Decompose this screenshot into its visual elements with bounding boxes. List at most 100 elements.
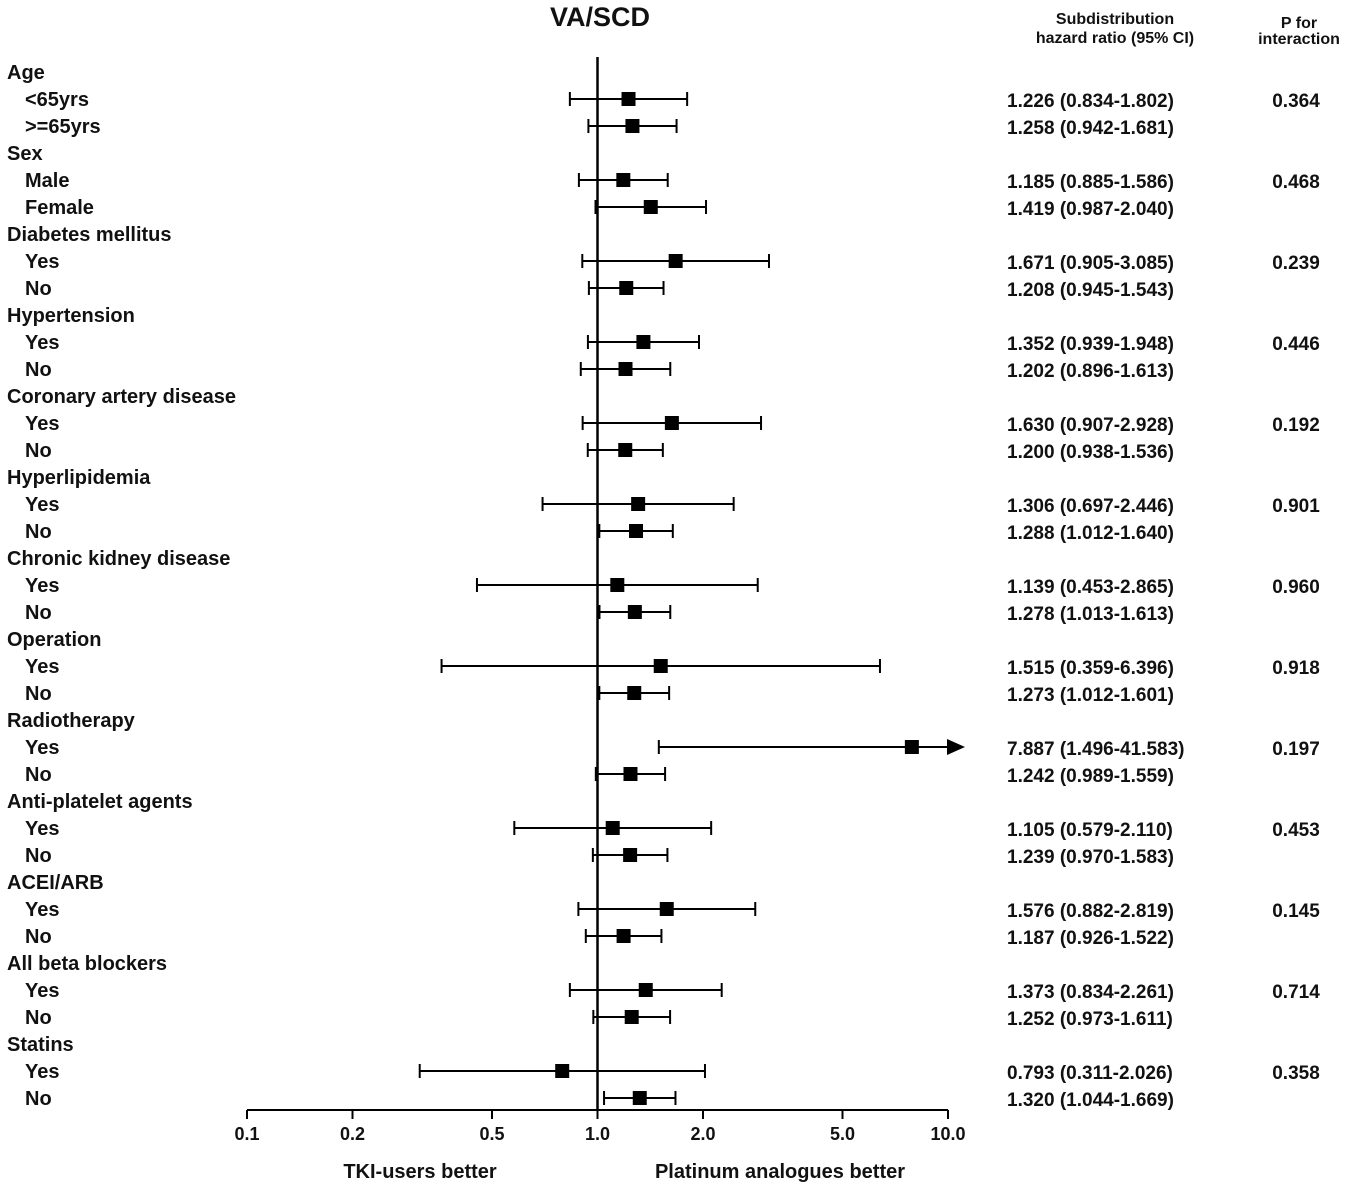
hr-ci-text: 1.515 (0.359-6.396) (1007, 658, 1174, 679)
point-estimate (627, 686, 642, 700)
x-tick-label: 10.0 (930, 1124, 965, 1144)
subgroup-label: Yes (25, 413, 59, 435)
x-tick-label: 5.0 (830, 1124, 855, 1144)
subgroup-label: Male (25, 170, 69, 192)
group-label: Radiotherapy (7, 710, 136, 732)
x-tick-label: 0.2 (340, 1124, 365, 1144)
subgroup-label: No (25, 1007, 52, 1029)
point-estimate (632, 1091, 647, 1105)
p-interaction-value: 0.197 (1272, 739, 1320, 760)
point-estimate (653, 659, 668, 673)
point-estimate (621, 92, 636, 106)
subgroup-label: No (25, 845, 52, 867)
hr-ci-text: 1.208 (0.945-1.543) (1007, 280, 1174, 301)
subgroup-label: <65yrs (25, 89, 89, 111)
hr-ci-text: 1.226 (0.834-1.802) (1007, 91, 1174, 112)
p-interaction-value: 0.145 (1272, 901, 1320, 922)
point-estimate (555, 1064, 570, 1078)
group-label: Hypertension (7, 305, 135, 327)
p-header-line1: P for (1280, 15, 1318, 32)
subgroup-label: Yes (25, 818, 59, 840)
subgroup-label: Yes (25, 1061, 59, 1083)
x-tick-label: 0.1 (234, 1124, 259, 1144)
subgroup-label: No (25, 602, 52, 624)
hr-ci-text: 1.419 (0.987-2.040) (1007, 199, 1174, 220)
group-label: Operation (7, 629, 101, 651)
p-interaction-value: 0.192 (1272, 415, 1320, 436)
hr-ci-text: 1.200 (0.938-1.536) (1007, 442, 1174, 463)
point-estimate (904, 740, 919, 754)
point-estimate (636, 335, 651, 349)
p-interaction-value: 0.446 (1272, 334, 1320, 355)
point-estimate (664, 416, 679, 430)
hr-ci-text: 1.352 (0.939-1.948) (1007, 334, 1174, 355)
p-interaction-value: 0.918 (1272, 658, 1320, 679)
subgroup-label: Yes (25, 980, 59, 1002)
p-interaction-value: 0.358 (1272, 1063, 1320, 1084)
hr-header-line1: Subdistribution (1055, 11, 1175, 28)
point-estimate (616, 929, 631, 943)
group-label: Coronary artery disease (7, 386, 236, 408)
point-estimate (643, 200, 658, 214)
x-tick-label: 2.0 (690, 1124, 715, 1144)
subgroup-label: No (25, 440, 52, 462)
subgroup-label: Yes (25, 332, 59, 354)
group-label: Anti-platelet agents (7, 791, 193, 813)
subgroup-label: Yes (25, 575, 59, 597)
point-estimate (605, 821, 620, 835)
p-interaction-value: 0.960 (1272, 577, 1320, 598)
subgroup-label: Yes (25, 656, 59, 678)
subgroup-label: No (25, 683, 52, 705)
p-interaction-value: 0.453 (1272, 820, 1320, 841)
subgroup-label: No (25, 1088, 52, 1110)
group-label: All beta blockers (7, 953, 167, 975)
subgroup-label: Yes (25, 251, 59, 273)
hr-ci-text: 1.320 (1.044-1.669) (1007, 1090, 1174, 1111)
p-interaction-value: 0.364 (1272, 91, 1320, 112)
point-estimate (629, 524, 644, 538)
hr-ci-text: 1.105 (0.579-2.110) (1007, 820, 1173, 841)
subgroup-label: No (25, 278, 52, 300)
chart-title: VA/SCD (549, 2, 650, 32)
hr-column-header: Subdistribution hazard ratio (95% CI) (1000, 10, 1230, 48)
hr-ci-text: 1.252 (0.973-1.611) (1007, 1009, 1173, 1030)
point-estimate (668, 254, 683, 268)
hr-ci-text: 1.187 (0.926-1.522) (1007, 928, 1174, 949)
hr-ci-text: 1.288 (1.012-1.640) (1007, 523, 1174, 544)
hr-ci-text: 1.202 (0.896-1.613) (1007, 361, 1174, 382)
group-label: Hyperlipidemia (7, 467, 151, 489)
hr-ci-text: 1.630 (0.907-2.928) (1007, 415, 1174, 436)
point-estimate (659, 902, 674, 916)
subgroup-label: Yes (25, 899, 59, 921)
hr-ci-text: 1.273 (1.012-1.601) (1007, 685, 1174, 706)
hr-ci-text: 1.576 (0.882-2.819) (1007, 901, 1174, 922)
point-estimate (631, 497, 646, 511)
p-interaction-value: 0.714 (1272, 982, 1320, 1003)
p-interaction-value: 0.468 (1272, 172, 1320, 193)
p-column-header: P for interaction (1240, 16, 1358, 48)
point-estimate (618, 362, 633, 376)
x-tick-label: 1.0 (585, 1124, 610, 1144)
group-label: Age (7, 62, 45, 84)
subgroup-label: >=65yrs (25, 116, 101, 138)
subgroup-label: Yes (25, 737, 59, 759)
hr-ci-text: 0.793 (0.311-2.026) (1007, 1063, 1173, 1084)
group-label: Sex (7, 143, 43, 165)
ci-arrow (947, 739, 965, 755)
hr-ci-text: 1.242 (0.989-1.559) (1007, 766, 1174, 787)
point-estimate (638, 983, 653, 997)
subgroup-label: Female (25, 197, 94, 219)
group-label: Chronic kidney disease (7, 548, 230, 570)
point-estimate (627, 605, 642, 619)
hr-ci-text: 7.887 (1.496-41.583) (1007, 739, 1184, 760)
hr-ci-text: 1.139 (0.453-2.865) (1007, 577, 1174, 598)
subgroup-label: No (25, 926, 52, 948)
hr-ci-text: 1.373 (0.834-2.261) (1007, 982, 1174, 1003)
group-label: Diabetes mellitus (7, 224, 172, 246)
point-estimate (618, 443, 633, 457)
hr-ci-text: 1.239 (0.970-1.583) (1007, 847, 1174, 868)
point-estimate (623, 767, 638, 781)
x-axis-left-label: TKI-users better (343, 1161, 497, 1183)
subgroup-label: Yes (25, 494, 59, 516)
